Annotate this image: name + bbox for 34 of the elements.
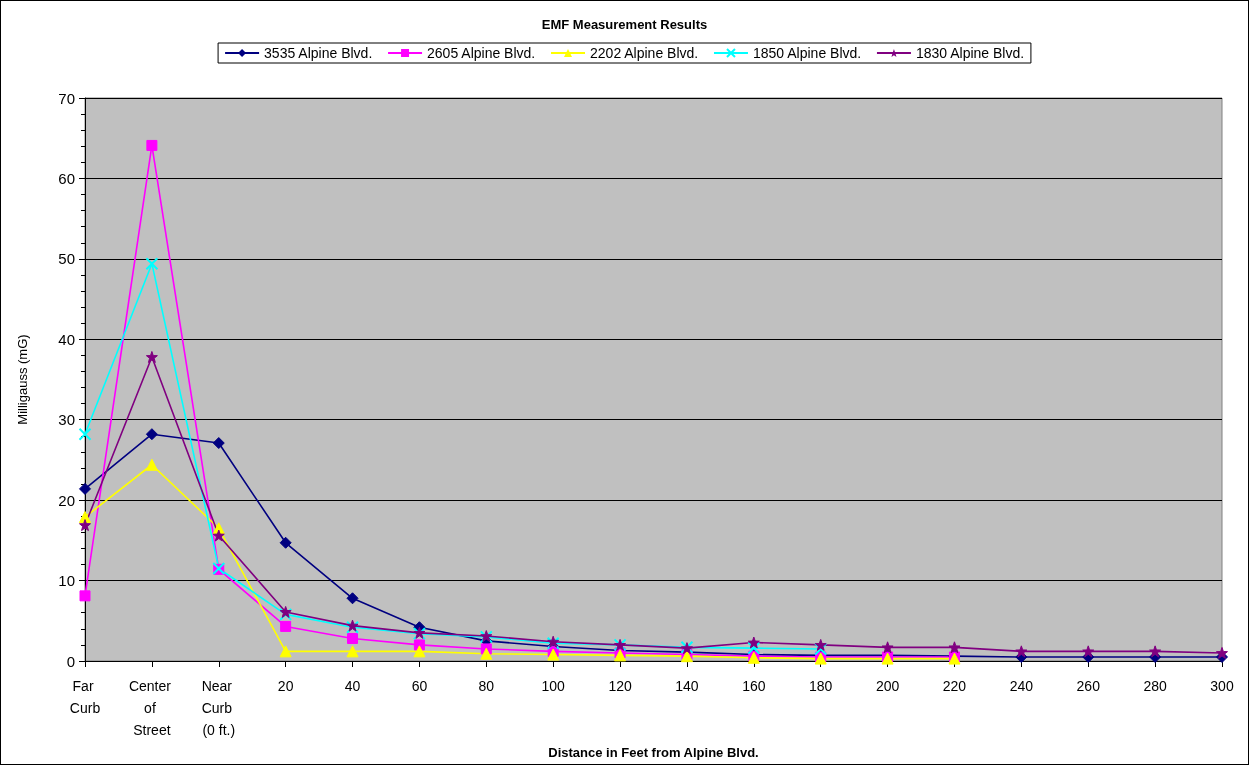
x-tick-label: 40	[344, 678, 361, 694]
legend-label: 3535 Alpine Blvd.	[264, 45, 373, 61]
x-tick-label: 280	[1143, 678, 1168, 694]
x-tick-label: 140	[675, 678, 699, 694]
y-tick-label: 30	[58, 411, 75, 429]
y-tick-label: 50	[58, 250, 75, 268]
x-tick-label: 100	[541, 678, 566, 694]
legend-label: 1850 Alpine Blvd.	[752, 45, 862, 61]
x-tick-label: Center of Street	[128, 678, 175, 738]
x-tick-label: 200	[875, 678, 900, 694]
legend-label: 2605 Alpine Blvd.	[427, 45, 536, 61]
x-axis-title: Distance in Feet from Alpine Blvd.	[548, 744, 759, 760]
x-tick-label: 160	[742, 678, 766, 694]
x-tick-label: 80	[478, 678, 495, 694]
legend-label: 1830 Alpine Blvd.	[915, 45, 1025, 61]
x-tick-label: 120	[608, 678, 632, 694]
x-tick-label: Near Curb (0 ft.)	[201, 678, 236, 738]
legend-label: 2202 Alpine Blvd.	[590, 45, 699, 61]
x-tick-label: 260	[1076, 678, 1101, 694]
y-tick-label: 10	[58, 572, 75, 590]
x-tick-label: 60	[411, 678, 428, 694]
x-tick-label: 180	[809, 678, 833, 694]
y-tick-label: 0	[66, 652, 75, 670]
y-tick-label: 20	[58, 491, 75, 509]
x-tick-label: 300	[1210, 678, 1234, 694]
x-tick-label: 220	[942, 678, 967, 694]
y-tick-label: 40	[58, 330, 75, 348]
x-tick-label: 20	[277, 678, 294, 694]
y-tick-label: 70	[58, 89, 75, 107]
x-tick-label: Far Curb	[69, 678, 101, 716]
y-tick-label: 60	[58, 169, 75, 187]
y-axis-title: Milligauss (mG)	[15, 334, 30, 425]
chart-title: EMF Measurement Results	[541, 17, 708, 32]
x-tick-label: 240	[1009, 678, 1034, 694]
